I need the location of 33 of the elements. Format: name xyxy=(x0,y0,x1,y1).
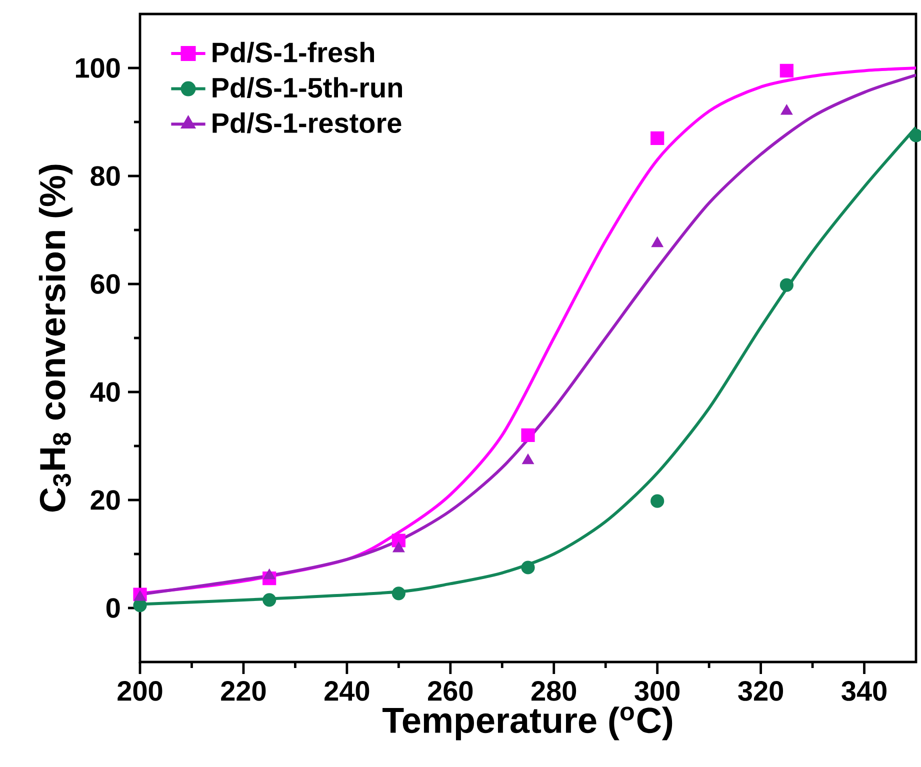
x-tick-label: 340 xyxy=(842,681,886,701)
legend-label: Pd/S-1-5th-run xyxy=(212,77,402,98)
point xyxy=(392,542,405,552)
point xyxy=(651,236,664,248)
x-tick-label: 200 xyxy=(118,681,162,701)
point xyxy=(521,560,535,574)
point xyxy=(134,590,146,601)
y-tick-label: 80 xyxy=(90,166,120,186)
point xyxy=(262,593,276,607)
point xyxy=(392,586,406,600)
x-tick-label: 240 xyxy=(324,681,370,701)
point xyxy=(780,278,794,292)
point xyxy=(522,454,534,464)
y-tick-label: 40 xyxy=(90,382,120,402)
legend-label: Pd/S-1-restore xyxy=(212,112,402,134)
point xyxy=(650,131,664,145)
point xyxy=(780,104,793,115)
y-tick-label: 100 xyxy=(76,58,120,78)
x-tick-label: 220 xyxy=(221,681,266,701)
point xyxy=(780,64,794,78)
legend-label: Pd/S-1-fresh xyxy=(212,42,374,63)
x-tick-label: 280 xyxy=(531,681,576,701)
y-axis-title: C$_{3}$H$_{8}$ conversion (%) xyxy=(38,164,72,512)
y-tick-label: 0 xyxy=(106,598,120,618)
y-tick-label: 20 xyxy=(90,490,120,510)
x-tick-label: 300 xyxy=(634,681,680,701)
x-axis-title: Temperature ($^{o}$C) xyxy=(382,706,672,740)
point xyxy=(650,494,664,508)
point xyxy=(263,568,276,580)
y-tick-label: 60 xyxy=(90,274,120,294)
x-tick-label: 260 xyxy=(428,681,473,701)
point xyxy=(521,428,535,442)
x-tick-label: 320 xyxy=(738,681,784,701)
